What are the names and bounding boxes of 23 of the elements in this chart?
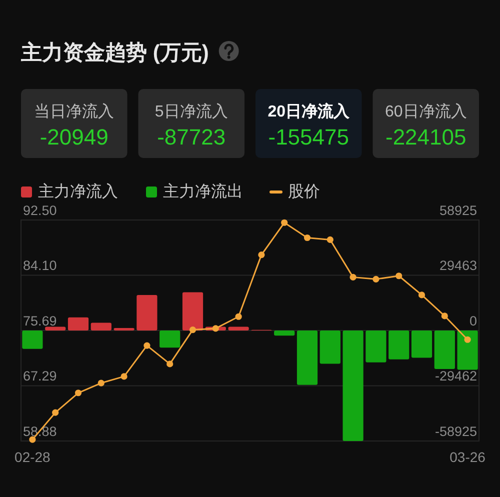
y2-tick-label: -29462 (434, 368, 477, 384)
y-tick-label: 75.69 (23, 314, 57, 328)
x-tick-label: 03-26 (450, 449, 486, 465)
y2-tick-label: -58925 (434, 424, 477, 439)
legend-label: 股价 (288, 184, 320, 200)
category-label: 5日净流入 (154, 102, 228, 120)
y-tick-label: 84.10 (23, 258, 57, 274)
data-label: -224105 (386, 124, 466, 150)
data-label: -20949 (40, 124, 108, 150)
text: 主力资金趋势 (万元) (20, 40, 209, 64)
x-tick-label: 02-28 (14, 449, 51, 465)
y2-tick-label: 58925 (439, 203, 477, 218)
y-tick-label: 92.50 (23, 203, 57, 218)
category-label: 20日净流入 (268, 102, 351, 120)
category-label: 60日净流入 (384, 102, 467, 120)
y-tick-label: 67.29 (23, 368, 57, 384)
legend-label: 主力净流入 (38, 182, 118, 200)
category-label: 当日净流入 (34, 102, 114, 120)
legend-label: 主力净流出 (163, 182, 243, 200)
y2-tick-label: 0 (469, 314, 477, 328)
data-label: -155475 (268, 124, 349, 150)
y2-tick-label: 29463 (439, 258, 477, 274)
data-label: -87723 (157, 124, 226, 150)
